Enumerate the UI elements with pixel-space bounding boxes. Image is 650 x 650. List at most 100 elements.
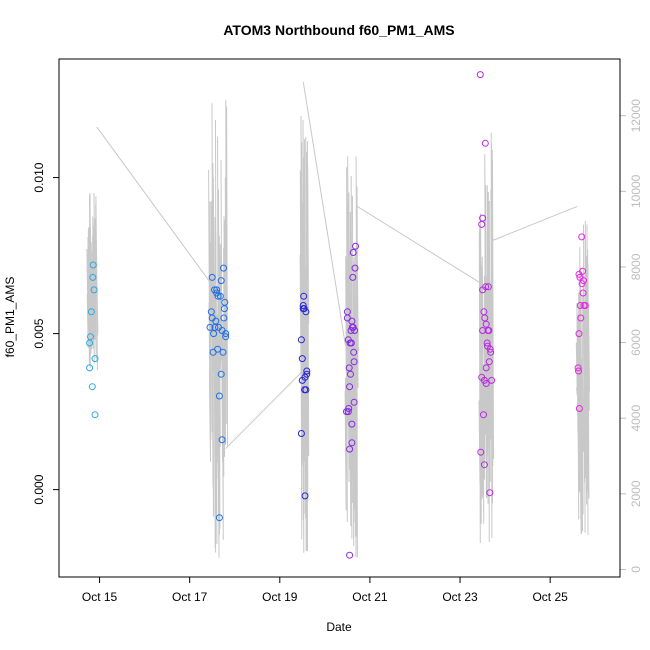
data-point: [477, 448, 485, 456]
y-axis-label: f60_PM1_AMS: [3, 277, 17, 358]
y-tick-label: 0.010: [32, 162, 46, 192]
data-point: [208, 273, 216, 281]
data-point: [346, 445, 354, 453]
data-point: [91, 355, 99, 363]
chart-title: ATOM3 Northbound f60_PM1_AMS: [223, 22, 454, 38]
data-point: [222, 330, 230, 338]
x-tick-label: Oct 23: [442, 590, 478, 604]
data-point: [214, 345, 222, 353]
y2-tick-label: 4000: [629, 405, 643, 432]
point-series-layer: [86, 71, 589, 559]
series-line-connector: [96, 126, 211, 283]
data-point: [480, 411, 487, 419]
data-point: [301, 492, 309, 500]
data-point: [488, 376, 496, 384]
data-point: [302, 308, 310, 316]
data-point: [576, 302, 584, 309]
line-series-layer: [86, 81, 590, 558]
data-point: [482, 283, 490, 291]
data-point: [91, 411, 99, 419]
x-tick-label: Oct 17: [172, 590, 208, 604]
data-point: [575, 367, 582, 375]
data-point: [348, 317, 356, 325]
data-point: [297, 430, 305, 437]
plot-frame: [58, 58, 621, 578]
data-point: [476, 71, 484, 79]
data-point: [581, 302, 589, 309]
data-point: [579, 289, 587, 297]
data-point: [88, 383, 96, 391]
data-point: [89, 273, 97, 281]
x-tick-label: Oct 21: [352, 590, 388, 604]
data-point: [299, 302, 307, 309]
series-line-segment: [344, 156, 359, 558]
data-point: [480, 461, 488, 469]
data-point: [87, 308, 95, 316]
x-axis-label: Date: [326, 620, 352, 634]
data-point: [297, 336, 305, 344]
data-point: [222, 333, 230, 341]
data-point: [352, 242, 359, 250]
data-point: [351, 264, 359, 272]
data-point: [220, 314, 228, 322]
data-point: [348, 420, 356, 428]
data-point: [350, 348, 358, 356]
data-point: [575, 405, 583, 412]
series-line-segment: [478, 132, 494, 544]
y2-tick-label: 12000: [629, 99, 643, 133]
data-point: [220, 264, 227, 272]
data-point: [303, 367, 311, 375]
data-point: [217, 277, 225, 285]
series-line-connector: [302, 81, 347, 347]
series-line-segment: [299, 116, 310, 553]
x-tick-label: Oct 15: [82, 590, 118, 604]
data-point: [577, 314, 585, 322]
data-point: [86, 364, 94, 372]
y2-tick-label: 0: [629, 566, 643, 573]
series-line-segment: [575, 220, 590, 536]
data-point: [347, 370, 354, 378]
data-point: [215, 514, 223, 522]
data-point: [90, 286, 98, 294]
data-point: [219, 348, 227, 356]
y-tick-label: 0.000: [32, 474, 46, 504]
y-tick-label: 0.005: [32, 318, 46, 348]
data-point: [215, 392, 223, 400]
data-point: [218, 436, 226, 444]
data-point: [580, 277, 587, 285]
data-point: [349, 249, 357, 256]
data-point: [350, 358, 358, 366]
data-point: [349, 273, 357, 281]
data-point: [486, 345, 494, 353]
series-line-segment: [208, 99, 229, 558]
series-line-connector: [492, 205, 578, 241]
y2-tick-label: 2000: [629, 480, 643, 507]
x-tick-label: Oct 19: [262, 590, 298, 604]
data-point: [350, 398, 358, 406]
data-point: [212, 317, 220, 325]
data-point: [213, 286, 221, 294]
data-point: [487, 348, 495, 356]
y2-tick-label: 8000: [629, 253, 643, 280]
data-point: [479, 327, 487, 334]
data-point: [302, 386, 310, 394]
data-point: [483, 339, 491, 347]
data-point: [574, 364, 582, 372]
data-point: [575, 330, 583, 338]
data-point: [482, 364, 490, 372]
data-point: [217, 370, 225, 378]
data-point: [345, 405, 353, 412]
data-point: [346, 383, 354, 391]
data-point: [482, 320, 490, 328]
data-point: [344, 408, 352, 416]
data-point: [351, 327, 359, 334]
y2-tick-label: 6000: [629, 329, 643, 356]
series-line-segment: [86, 192, 99, 371]
data-point: [478, 220, 486, 228]
data-point: [345, 364, 353, 372]
data-point: [216, 292, 224, 300]
data-point: [578, 233, 586, 241]
x-tick-label: Oct 25: [532, 590, 568, 604]
data-point: [221, 298, 229, 306]
